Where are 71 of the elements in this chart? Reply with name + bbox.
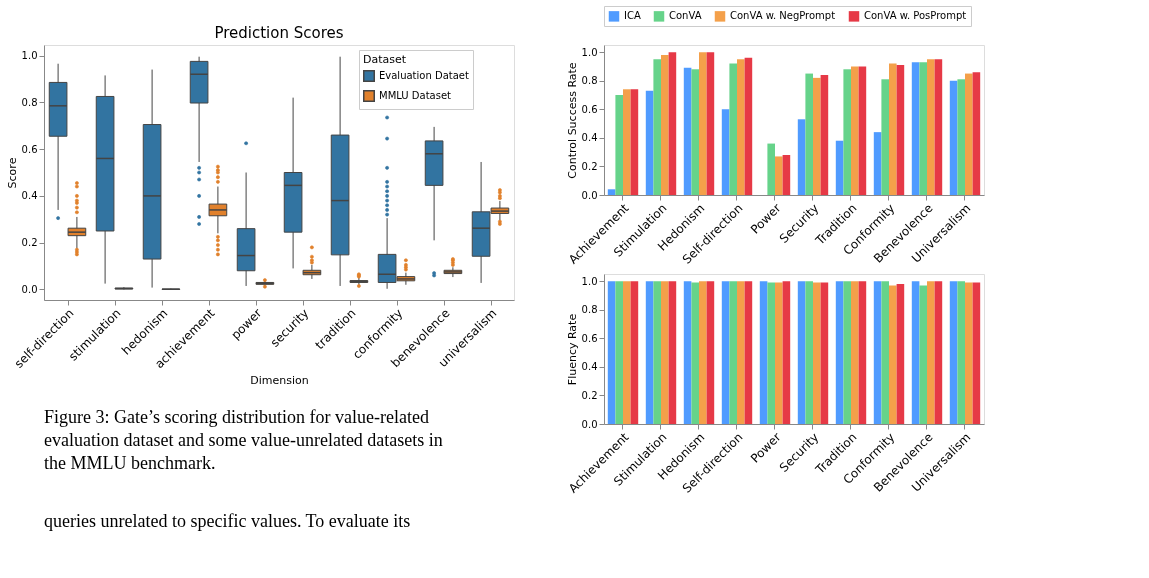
bar: [835, 140, 844, 195]
bar: [775, 156, 783, 195]
bar: [949, 80, 958, 195]
legend-label: ConVA: [669, 10, 702, 22]
y-axis-title: Score: [5, 157, 19, 189]
bar: [919, 62, 927, 195]
legend-label: ConVA w. PosPrompt: [864, 10, 967, 22]
bar: [911, 62, 920, 195]
bar: [683, 67, 692, 195]
bar: [873, 132, 882, 195]
y-tick-label: 1.0: [581, 46, 598, 58]
bar: [706, 52, 715, 195]
bar: [881, 79, 889, 195]
bar: [820, 75, 829, 195]
bar: [851, 66, 859, 195]
bar: [972, 72, 981, 195]
bar: [889, 63, 897, 195]
y-axis-title: Fluency Rate: [565, 313, 579, 386]
bar: [623, 89, 631, 195]
bar: [896, 65, 905, 195]
bar: [782, 155, 791, 195]
bar: [927, 59, 935, 195]
bar: [630, 89, 639, 195]
y-tick-label: 0.2: [581, 160, 598, 172]
bar: [744, 57, 753, 195]
bar: [691, 69, 699, 195]
y-tick-label: 0.8: [21, 96, 38, 108]
bar: [653, 59, 661, 195]
y-tick-label: 0.8: [581, 304, 598, 316]
bar: [721, 109, 730, 195]
bar: [615, 95, 623, 195]
text: queries unrelated to specific values. To evaluate its: [44, 511, 411, 531]
chart-title: Prediction Scores: [214, 24, 344, 42]
bar: [858, 66, 867, 195]
legend-label: Evaluation Dataet: [379, 70, 469, 81]
bar: [729, 63, 737, 195]
bar: [934, 59, 943, 195]
bar: [843, 69, 851, 195]
bar: [607, 189, 616, 195]
y-tick-label: 0.0: [581, 418, 598, 430]
caption: Figure 3: Gate’s scoring distribution for value-related evaluation dataset and some value-unrelated datasets in the MMLU benchmark.: [44, 407, 443, 473]
y-tick-label: 0.4: [581, 361, 598, 373]
y-tick-label: 1.0: [21, 50, 38, 62]
legend-title: Dataset: [363, 53, 407, 66]
y-tick-label: 0.0: [21, 283, 38, 295]
y-tick-label: 1.0: [581, 275, 598, 287]
y-tick-label: 0.8: [581, 75, 598, 87]
bar: [668, 52, 677, 195]
x-axis-title: Dimension: [250, 373, 309, 387]
y-tick-label: 0.6: [21, 143, 38, 155]
y-tick-label: 0.6: [581, 332, 598, 344]
bar: [737, 59, 745, 195]
legend-label: ICA: [624, 10, 641, 22]
bar: [797, 119, 806, 195]
y-tick-label: 0.2: [581, 389, 598, 401]
bar: [699, 52, 707, 195]
bar: [957, 79, 965, 195]
legend-label: ConVA w. NegPrompt: [730, 10, 836, 22]
y-tick-label: 0.6: [581, 103, 598, 115]
bar: [645, 90, 654, 195]
bar: [965, 73, 973, 195]
bar: [813, 77, 821, 195]
y-axis-title: Control Success Rate: [565, 62, 579, 179]
y-tick-label: 0.2: [21, 237, 38, 249]
bar: [661, 55, 669, 195]
y-tick-label: 0.4: [581, 132, 598, 144]
bar: [767, 143, 775, 195]
legend-label: MMLU Dataset: [379, 90, 452, 101]
bar: [805, 73, 813, 195]
y-tick-label: 0.0: [581, 189, 598, 201]
y-tick-label: 0.4: [21, 190, 38, 202]
